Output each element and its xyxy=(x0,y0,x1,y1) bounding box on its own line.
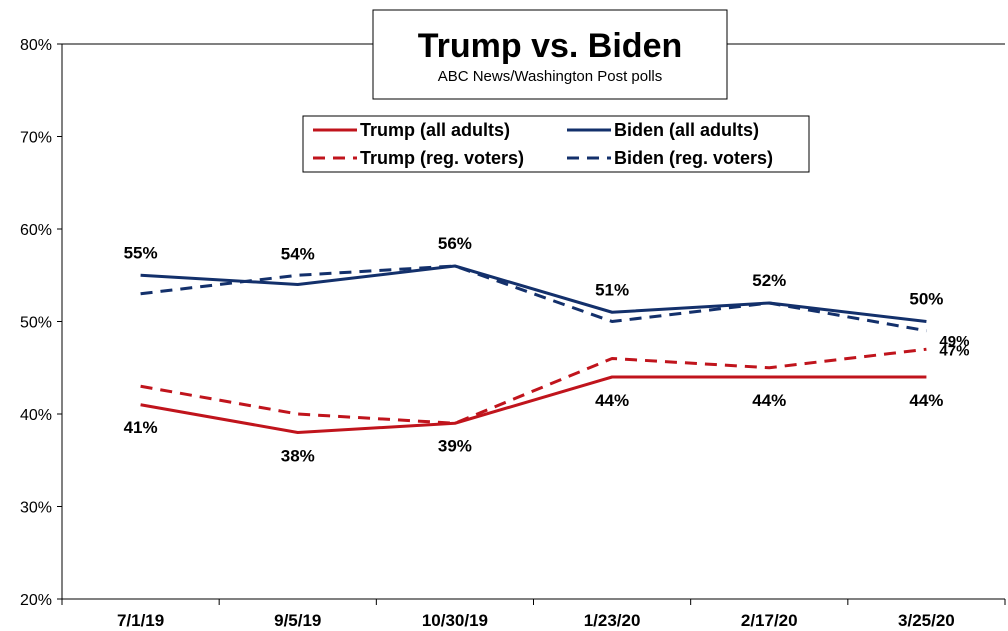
data-label: 55% xyxy=(124,243,158,262)
x-tick-label: 2/17/20 xyxy=(741,611,798,630)
series-line-biden-all-adults xyxy=(140,264,927,323)
x-tick-label: 1/23/20 xyxy=(584,611,641,630)
y-tick-label: 20% xyxy=(20,592,52,609)
legend-items: Trump (all adults) Biden (all adults) Trum… xyxy=(313,120,773,168)
series-line-trump-reg-voters xyxy=(140,347,927,425)
series-line-trump-all-adults xyxy=(140,375,927,434)
y-tick-label: 40% xyxy=(20,407,52,424)
data-label: 44% xyxy=(909,391,943,410)
y-tick-label: 60% xyxy=(20,222,52,239)
x-tick-label: 9/5/19 xyxy=(274,611,321,630)
series-layer xyxy=(140,264,927,434)
y-tick-label: 50% xyxy=(20,315,52,332)
data-label: 50% xyxy=(909,290,943,309)
data-label: 54% xyxy=(281,244,315,263)
legend: Trump (all adults) Biden (all adults) Trum… xyxy=(302,115,810,173)
data-label: 52% xyxy=(752,271,786,290)
y-tick-label: 80% xyxy=(20,37,52,54)
x-tick-label: 10/30/19 xyxy=(422,611,488,630)
chart-title: Trump vs. Biden xyxy=(418,27,683,65)
data-label: 44% xyxy=(595,391,629,410)
data-label: 49% xyxy=(939,333,969,350)
x-tick-label: 3/25/20 xyxy=(898,611,955,630)
legend-label: Biden (reg. voters) xyxy=(614,148,773,168)
data-label: 56% xyxy=(438,234,472,253)
axes: 20% 30% 40% 50% 60% 70% 80% 7/1/19 9/5/19 10/30/1… xyxy=(20,37,1006,630)
data-label: 39% xyxy=(438,436,472,455)
y-tick-label: 70% xyxy=(20,130,52,147)
x-tick-label: 7/1/19 xyxy=(117,611,164,630)
data-label: 38% xyxy=(281,447,315,466)
data-label: 44% xyxy=(752,391,786,410)
title-box: Trump vs. Biden ABC News/Washington Post… xyxy=(372,9,728,100)
data-label: 51% xyxy=(595,280,629,299)
data-label: 41% xyxy=(124,418,158,437)
y-tick-label: 30% xyxy=(20,500,52,517)
series-line-biden-reg-voters xyxy=(140,264,927,333)
chart-subtitle: ABC News/Washington Post polls xyxy=(438,68,663,85)
legend-label: Biden (all adults) xyxy=(614,120,759,140)
legend-label: Trump (reg. voters) xyxy=(360,148,524,168)
data-labels: 41% 38% 39% 44% 44% 44% 55% 56% 51% 52% 50% 47% 54% 4… xyxy=(124,234,970,466)
legend-label: Trump (all adults) xyxy=(360,120,510,140)
data-label: 47% xyxy=(939,342,969,359)
